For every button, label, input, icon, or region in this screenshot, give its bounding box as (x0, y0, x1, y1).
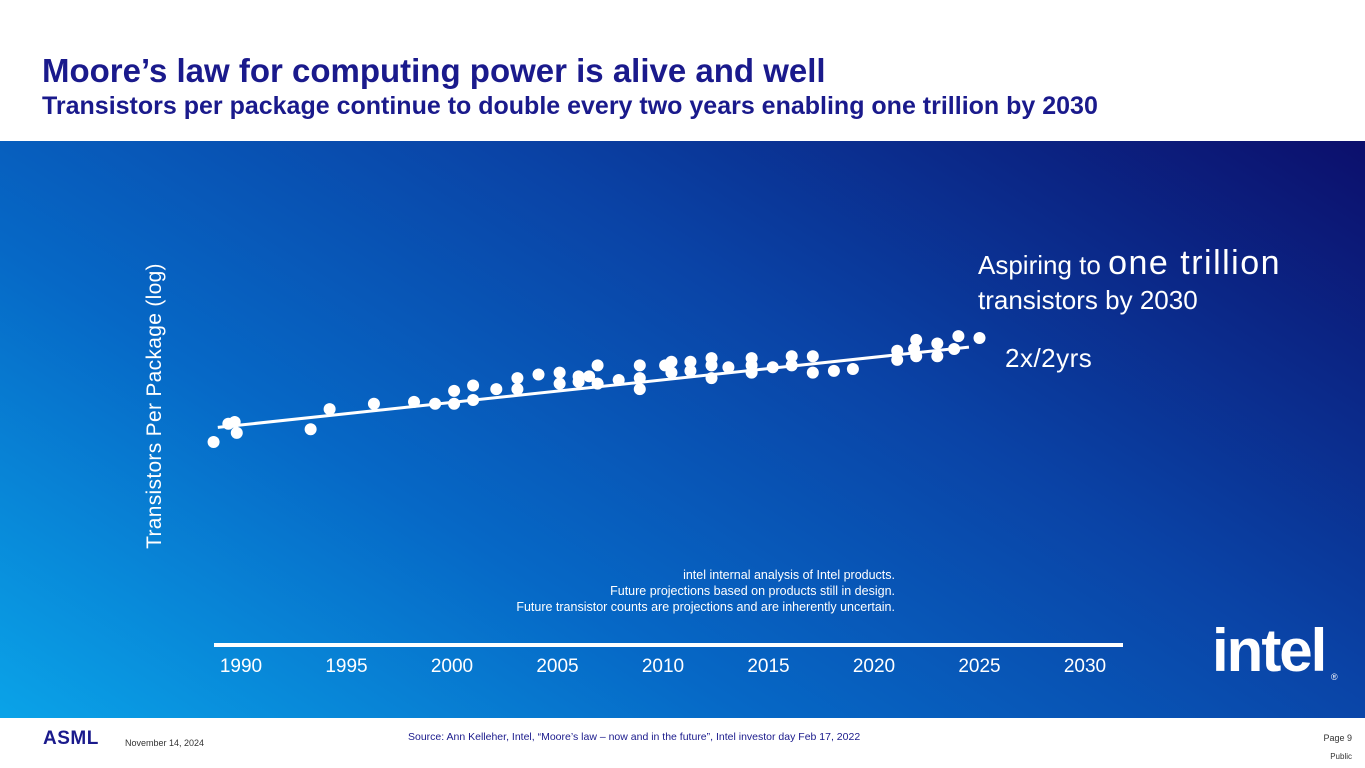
moore-law-chart: Transistors Per Package (log) 1990 1995 20… (143, 263, 1123, 677)
data-point (467, 379, 480, 392)
data-point (207, 436, 220, 449)
analysis-notes: intel internal analysis of Intel product… (395, 567, 895, 615)
data-point (931, 350, 944, 363)
data-point (827, 364, 840, 377)
data-point (591, 377, 604, 390)
doubling-rate-label: 2x/2yrs (1005, 343, 1093, 373)
x-tick-1990: 1990 (220, 656, 262, 677)
data-point (785, 350, 798, 363)
data-point (948, 342, 961, 355)
page-subtitle: Transistors per package continue to doub… (42, 92, 1098, 120)
aspire-emphasis: one trillion (1108, 244, 1282, 282)
data-point (612, 373, 625, 386)
data-point (705, 372, 718, 385)
data-point (532, 368, 545, 381)
data-point (228, 415, 241, 428)
data-point (490, 383, 503, 396)
data-point (806, 366, 819, 379)
x-tick-labels: 1990 1995 2000 2005 2010 2015 2020 2025 2030 (220, 656, 1106, 677)
footer: ASML November 14, 2024 Source: Ann Kelle… (0, 718, 1365, 768)
page-number: Page 9 (1323, 733, 1352, 743)
y-axis-label: Transistors Per Package (log) (143, 263, 166, 549)
x-tick-1995: 1995 (325, 656, 367, 677)
footer-date: November 14, 2024 (125, 738, 205, 748)
data-point (633, 359, 646, 372)
data-point (846, 363, 859, 376)
data-point (572, 370, 585, 383)
x-tick-2005: 2005 (536, 656, 578, 677)
page-title: Moore’s law for computing power is alive… (42, 52, 826, 89)
data-point (408, 395, 421, 408)
data-point (467, 394, 480, 407)
aspire-prefix: Aspiring to (978, 250, 1109, 280)
data-point (766, 361, 779, 374)
data-point (891, 353, 904, 366)
data-point (304, 423, 317, 436)
data-point (952, 330, 965, 343)
data-point (931, 337, 944, 350)
data-point (705, 352, 718, 365)
classification-label: Public (1330, 752, 1352, 761)
data-point (553, 366, 566, 379)
data-point (367, 397, 380, 410)
x-tick-2015: 2015 (747, 656, 789, 677)
x-tick-2030: 2030 (1064, 656, 1106, 677)
data-point (665, 366, 678, 379)
note-line-3: Future transistor counts are projections… (516, 600, 895, 614)
data-point (785, 359, 798, 372)
footer-source: Source: Ann Kelleher, Intel, “Moore’s la… (408, 731, 861, 743)
data-point (323, 403, 336, 416)
data-point (745, 352, 758, 365)
data-point (448, 397, 461, 410)
chart-panel: Transistors Per Package (log) 1990 1995 20… (0, 141, 1365, 718)
note-line-1: intel internal analysis of Intel product… (683, 568, 895, 582)
data-point (429, 397, 442, 410)
data-point (665, 355, 678, 368)
data-point (511, 372, 524, 385)
data-point (910, 350, 923, 363)
intel-logo: intel (1212, 617, 1327, 684)
data-point (684, 355, 697, 368)
data-point (591, 359, 604, 372)
data-point (910, 333, 923, 346)
x-tick-2020: 2020 (853, 656, 895, 677)
data-point (684, 364, 697, 377)
data-point (973, 332, 986, 344)
aspire-suffix: transistors by 2030 (978, 285, 1198, 315)
data-point (722, 361, 735, 374)
data-point (633, 372, 646, 385)
data-point (891, 344, 904, 357)
x-tick-2010: 2010 (642, 656, 684, 677)
asml-logo: ASML (43, 728, 99, 749)
data-point (511, 383, 524, 396)
note-line-2: Future projections based on products sti… (610, 584, 895, 598)
data-point (230, 426, 243, 439)
intel-registered-mark: ® (1331, 672, 1338, 682)
data-point (806, 350, 819, 363)
x-tick-2025: 2025 (958, 656, 1000, 677)
aspiration-callout: Aspiring to one trillion transistors by … (978, 246, 1281, 318)
data-point (553, 377, 566, 390)
data-point (583, 370, 596, 383)
data-point (448, 384, 461, 397)
data-point (633, 383, 646, 396)
data-points (207, 330, 986, 449)
x-tick-2000: 2000 (431, 656, 473, 677)
